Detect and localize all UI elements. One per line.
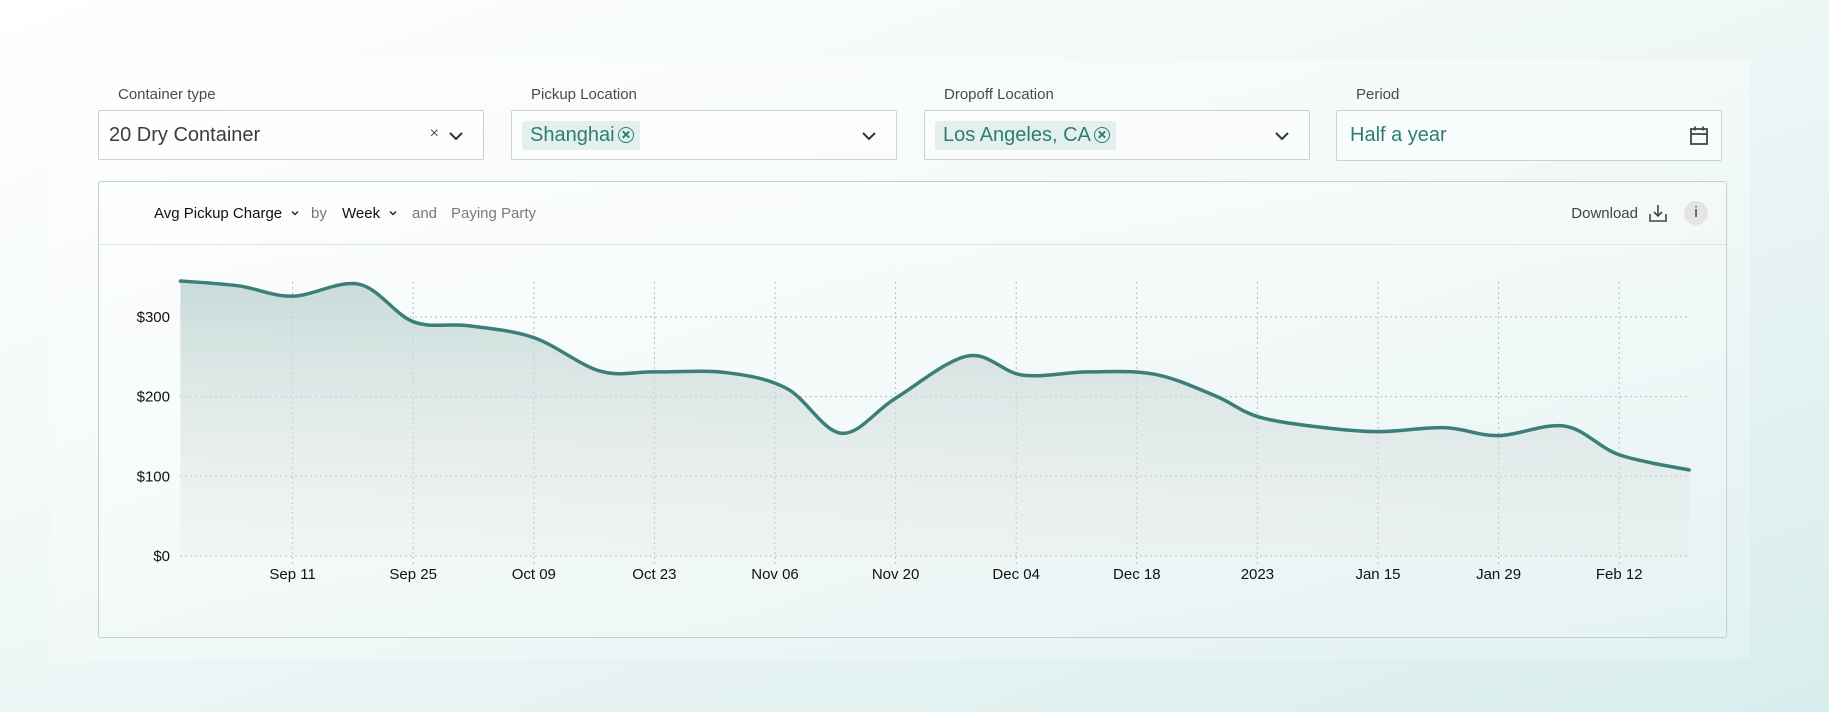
chevron-down-icon[interactable] xyxy=(447,127,465,145)
container-type-select[interactable]: 20 Dry Container × xyxy=(98,110,484,160)
granularity-label: Week xyxy=(342,204,381,222)
metric-selector[interactable]: Avg Pickup Charge xyxy=(154,205,300,222)
download-icon xyxy=(1649,205,1667,222)
download-label: Download xyxy=(1571,204,1638,222)
chart-toolbar: Avg Pickup Charge by Week and Paying Par… xyxy=(99,182,1726,245)
pickup-chip-label: Shanghai xyxy=(530,123,615,146)
container-type-label: Container type xyxy=(118,86,216,103)
x-tick-label: Nov 06 xyxy=(751,566,799,583)
x-tick-label: Sep 25 xyxy=(389,566,437,583)
chevron-down-icon xyxy=(389,211,397,216)
period-select[interactable]: Half a year xyxy=(1336,110,1722,161)
x-tick-label: 2023 xyxy=(1241,566,1274,583)
series-area xyxy=(180,281,1690,556)
x-tick-label: Dec 18 xyxy=(1113,566,1161,583)
chevron-down-icon[interactable] xyxy=(1273,127,1291,145)
period-filter: Period Half a year xyxy=(1336,84,1722,161)
pickup-location-filter: Pickup Location Shanghai xyxy=(511,84,897,160)
paying-party-selector[interactable]: Paying Party xyxy=(451,204,537,222)
remove-chip-icon[interactable] xyxy=(1093,127,1110,143)
dropoff-location-select[interactable]: Los Angeles, CA xyxy=(924,110,1310,160)
period-label: Period xyxy=(1356,86,1400,103)
y-tick-label: $100 xyxy=(137,468,170,485)
y-tick-label: $200 xyxy=(137,389,170,406)
y-tick-label: $300 xyxy=(137,309,170,326)
chevron-down-icon xyxy=(291,211,299,216)
clear-icon[interactable]: × xyxy=(429,125,439,142)
pickup-location-select[interactable]: Shanghai xyxy=(511,110,897,160)
pickup-location-label: Pickup Location xyxy=(531,86,637,103)
and-text: and xyxy=(412,204,438,222)
dropoff-location-label: Dropoff Location xyxy=(944,86,1054,103)
download-button[interactable]: Download xyxy=(1571,203,1668,223)
x-tick-label: Nov 20 xyxy=(872,566,920,583)
container-type-value: 20 Dry Container xyxy=(109,123,261,146)
pickup-chip: Shanghai xyxy=(522,120,640,150)
info-button[interactable]: i xyxy=(1684,201,1708,225)
chevron-down-icon[interactable] xyxy=(860,127,878,145)
x-tick-label: Feb 12 xyxy=(1596,566,1643,583)
metric-label: Avg Pickup Charge xyxy=(154,204,283,222)
x-tick-label: Sep 11 xyxy=(269,566,315,583)
series-line xyxy=(178,279,1691,472)
x-tick-label: Jan 29 xyxy=(1476,566,1521,583)
calendar-icon[interactable] xyxy=(1689,125,1709,147)
x-tick-label: Dec 04 xyxy=(992,566,1040,583)
x-tick-label: Oct 09 xyxy=(512,566,556,583)
container-type-filter: Container type 20 Dry Container × xyxy=(98,84,484,160)
dropoff-chip-label: Los Angeles, CA xyxy=(943,123,1091,146)
dropoff-chip: Los Angeles, CA xyxy=(935,120,1116,150)
remove-chip-icon[interactable] xyxy=(617,127,634,143)
y-tick-label: $0 xyxy=(153,548,170,565)
dropoff-location-filter: Dropoff Location Los Angeles, CA xyxy=(924,84,1310,160)
period-value: Half a year xyxy=(1350,124,1447,146)
x-tick-label: Jan 15 xyxy=(1355,566,1400,583)
x-tick-label: Oct 23 xyxy=(632,566,676,583)
granularity-selector[interactable]: Week xyxy=(342,205,398,222)
by-text: by xyxy=(311,204,327,222)
